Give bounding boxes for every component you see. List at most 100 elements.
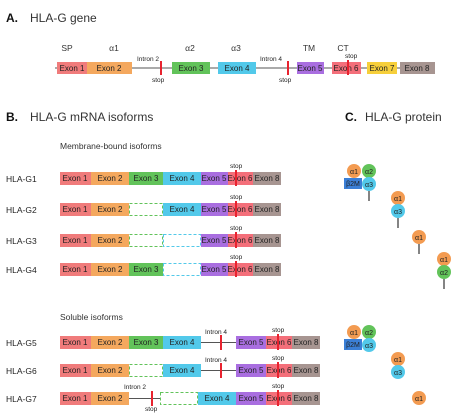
isoform-g6: HLA-G6 Exon 1 Exon 2 Exon 4 Intron 4 Exo… [6,355,320,378]
g4-stop-label: stop [230,254,243,261]
gene-exon-6-label: Exon 6 [334,64,359,73]
g5-exon-6: Exon 6 [267,338,292,347]
g1-stop-label: stop [230,163,243,170]
g5-exon-8: Exon 8 [294,338,319,347]
g2-exon-2: Exon 2 [98,205,123,214]
g6-exon-6: Exon 6 [267,366,292,375]
domain-ct: CT [337,43,348,53]
g5-exon-2: Exon 2 [98,338,123,347]
g3-deleted-exon-4 [163,234,201,247]
g7-alpha1-label: α1 [415,396,423,403]
g6-alpha1-label: α1 [394,357,402,364]
domain-a2: α2 [185,43,195,53]
isoform-g5-label: HLA-G5 [6,338,37,348]
domain-a3: α3 [231,43,241,53]
g1-exon-1: Exon 1 [63,174,88,183]
gene-stop-intron2-label: stop [152,77,165,84]
g1-alpha2-domain [362,164,376,178]
g6-intron4-label: Intron 4 [205,357,227,364]
gene-exon-5: Exon 5 [297,62,324,74]
g6-exon-1: Exon 1 [63,366,88,375]
g7-exon-1: Exon 1 [63,394,88,403]
g7-exon-5: Exon 5 [239,394,264,403]
g2-alpha3-domain [391,204,405,218]
section-b-letter: B. [6,110,18,124]
g2-alpha1-domain [391,191,405,205]
g4-alpha1-domain [437,252,451,266]
g4-deleted-exon-4 [163,263,201,276]
membrane-bound-title: Membrane-bound isoforms [60,141,162,151]
g6-deleted-exon-3 [129,364,163,377]
gene-exon-2: Exon 2 [87,62,132,74]
g7-exon-8: Exon 8 [294,394,319,403]
g1-exon-6: Exon 6 [228,174,253,183]
gene-stop-intron4-label: stop [279,77,292,84]
g6-exon-4: Exon 4 [170,366,195,375]
g4-exon-5: Exon 5 [202,265,227,274]
g6-exon-2: Exon 2 [98,366,123,375]
gene-exon-3: Exon 3 [172,62,210,74]
g3-alpha1-domain [412,230,426,244]
g5-exon-1: Exon 1 [63,338,88,347]
gene-exon-4: Exon 4 [218,62,256,74]
section-c-title: HLA-G protein [365,110,442,124]
gene-exon-3-label: Exon 3 [179,64,204,73]
g4-alpha2-label: α2 [440,270,448,277]
gene-exon-8: Exon 8 [400,62,435,74]
section-b-title: HLA-G mRNA isoforms [30,110,153,124]
protein-g7: α1 [412,391,426,405]
section-c-letter: C. [345,110,357,124]
g1-exon-2: Exon 2 [98,174,123,183]
g5-b2m-domain [344,339,362,350]
g5-alpha3-domain [362,338,376,352]
section-a-title: HLA-G gene [30,11,97,25]
g4-exon-6: Exon 6 [228,265,253,274]
gene-exon-7: Exon 7 [367,62,397,74]
isoform-g4-label: HLA-G4 [6,265,37,275]
domain-tm: TM [303,43,315,53]
g2-exon-8: Exon 8 [255,205,280,214]
intron4-label: Intron 4 [260,56,282,63]
g1-exon-3: Exon 3 [134,174,159,183]
g3-exon-1: Exon 1 [63,236,88,245]
protein-g2: α1 α3 [391,191,405,228]
g6-alpha3-domain [391,365,405,379]
g7-exon-6: Exon 6 [267,394,292,403]
g5-alpha1-domain [347,325,361,339]
g7-stop-intron-label: stop [145,406,158,413]
g5-intron4-label: Intron 4 [205,329,227,336]
protein-g5: α1 α2 β2M α3 [344,325,376,352]
g1-b2m-label: β2M [346,181,360,188]
stop-label-exon6: stop [345,53,358,60]
g2-exon-5: Exon 5 [202,205,227,214]
protein-g1: α1 α2 β2M α3 [344,164,376,201]
g5-stop-label: stop [272,327,285,334]
g2-exon-4: Exon 4 [170,205,195,214]
g5-alpha1-label: α1 [350,330,358,337]
g1-alpha3-domain [362,177,376,191]
g2-stop-label: stop [230,194,243,201]
g1-alpha3-label: α3 [365,182,373,189]
soluble-title: Soluble isoforms [60,312,123,322]
gene-exon-7-label: Exon 7 [370,64,395,73]
g6-stop-label: stop [272,355,285,362]
g7-alpha1-domain [412,391,426,405]
g1-b2m-domain [344,178,362,189]
protein-g6: α1 α3 [391,352,405,379]
g1-exon-8: Exon 8 [255,174,280,183]
section-a-letter: A. [6,11,18,25]
g3-exon-2: Exon 2 [98,236,123,245]
g3-deleted-exon-3 [129,234,163,247]
g2-alpha3-label: α3 [394,209,402,216]
g3-exon-8: Exon 8 [255,236,280,245]
g1-exon-5: Exon 5 [202,174,227,183]
g5-exon-4: Exon 4 [170,338,195,347]
g2-exon-1: Exon 1 [63,205,88,214]
intron2-label: Intron 2 [137,56,159,63]
g6-alpha1-domain [391,352,405,366]
g4-exon-1: Exon 1 [63,265,88,274]
gene-exon-1-label: Exon 1 [60,64,85,73]
g6-alpha3-label: α3 [394,370,402,377]
g6-exon-5: Exon 5 [239,366,264,375]
g3-alpha1-label: α1 [415,235,423,242]
